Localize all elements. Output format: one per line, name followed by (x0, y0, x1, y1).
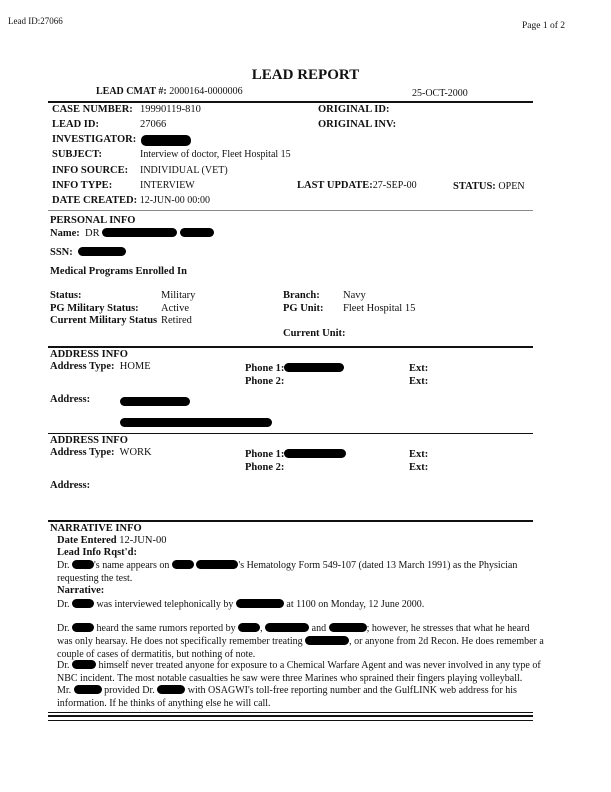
divider (48, 433, 533, 434)
narrative-paragraph: Dr. heard the same rumors reported by , … (57, 623, 544, 660)
address-type-label: Address Type: (50, 361, 115, 372)
divider (48, 101, 533, 103)
narrative-paragraph: Dr. himself never treated anyone for exp… (57, 660, 541, 684)
divider (48, 210, 533, 211)
address-label: Address: (50, 394, 91, 405)
status-label: Status: (50, 290, 82, 301)
last-update-label: LAST UPDATE: (297, 180, 373, 191)
redaction (102, 228, 178, 237)
pg-unit-label: PG Unit: (283, 303, 324, 314)
subject: Interview of doctor, Fleet Hospital 15 (140, 149, 291, 160)
address-type-label: Address Type: (50, 447, 115, 458)
personal-info-heading: PERSONAL INFO (50, 215, 136, 226)
phone1-label: Phone 1: (245, 449, 285, 460)
status-label: STATUS: (453, 181, 496, 192)
report-title: LEAD REPORT (251, 67, 360, 83)
info-source-label: INFO SOURCE: (52, 165, 129, 176)
date-created: 12-JUN-00 00:00 (139, 195, 210, 206)
date-created-label: DATE CREATED: (52, 195, 138, 206)
phone1-label: Phone 1: (245, 363, 285, 374)
redaction (179, 228, 214, 237)
ext-label: Ext: (409, 462, 429, 473)
narrative-heading: NARRATIVE INFO (50, 523, 142, 534)
redaction (141, 135, 191, 146)
info-source: INDIVIDUAL (VET) (140, 165, 228, 176)
lead-id-label: LEAD ID: (52, 119, 99, 130)
redaction (78, 247, 127, 256)
current-unit-label: Current Unit: (283, 328, 346, 339)
case-number-label: CASE NUMBER: (52, 104, 133, 115)
date-entered-label: Date Entered (57, 535, 117, 546)
cmat-value: 2000164-0000006 (169, 86, 243, 97)
ext-label: Ext: (409, 449, 429, 460)
address-heading: ADDRESS INFO (50, 435, 128, 446)
address-heading: ADDRESS INFO (50, 349, 128, 360)
current-status-label: Current Military Status (50, 315, 158, 326)
rqst-text: Dr. 's name appears on 's Hematology For… (57, 560, 518, 584)
report-date: 25-OCT-2000 (412, 88, 468, 99)
last-update: 27-SEP-00 (372, 180, 417, 191)
divider (48, 520, 533, 522)
subject-label: SUBJECT: (52, 149, 102, 160)
ssn-label: SSN: (50, 247, 73, 258)
address-label: Address: (50, 480, 91, 491)
pg-unit: Fleet Hospital 15 (343, 303, 416, 314)
phone2-label: Phone 2: (245, 462, 285, 473)
current-status: Retired (161, 315, 192, 326)
address-type: WORK (119, 447, 152, 458)
ext-label: Ext: (409, 363, 429, 374)
branch-label: Branch: (283, 290, 320, 301)
narrative-label: Narrative: (57, 585, 105, 596)
divider (48, 346, 533, 348)
info-type: INTERVIEW (140, 180, 195, 191)
redaction (284, 449, 347, 458)
address-type: HOME (119, 361, 151, 372)
branch: Navy (343, 290, 366, 301)
rqst-label: Lead Info Rqst'd: (57, 547, 137, 558)
pg-status-label: PG Military Status: (50, 303, 139, 314)
case-number: 19990119-810 (140, 104, 201, 115)
date-entered: 12-JUN-00 (119, 535, 167, 546)
original-inv-label: ORIGINAL INV: (318, 119, 397, 130)
pg-status: Active (161, 303, 189, 314)
page-number: Page 1 of 2 (522, 21, 566, 31)
ext-label: Ext: (409, 376, 429, 387)
divider (48, 712, 533, 713)
redaction (120, 397, 190, 406)
programs-label: Medical Programs Enrolled In (50, 266, 187, 277)
investigator-label: INVESTIGATOR: (52, 134, 137, 145)
narrative-paragraph: Dr. was interviewed telephonically by at… (57, 599, 425, 610)
narrative-paragraph: Mr. provided Dr. with OSAGWI's toll-free… (57, 685, 517, 709)
redaction (120, 418, 272, 427)
name-label: Name: (50, 228, 80, 239)
info-type-label: INFO TYPE: (52, 180, 113, 191)
header-lead-id: Lead ID:27066 (8, 16, 63, 26)
status: OPEN (498, 181, 525, 192)
original-id-label: ORIGINAL ID: (318, 104, 390, 115)
redaction (284, 363, 345, 372)
phone2-label: Phone 2: (245, 376, 285, 387)
cmat-label: LEAD CMAT #: (96, 86, 167, 97)
divider (48, 715, 533, 717)
lead-id: 27066 (140, 119, 167, 130)
name-prefix: DR (85, 228, 100, 239)
mil-status: Military (161, 290, 196, 301)
divider (48, 720, 533, 721)
